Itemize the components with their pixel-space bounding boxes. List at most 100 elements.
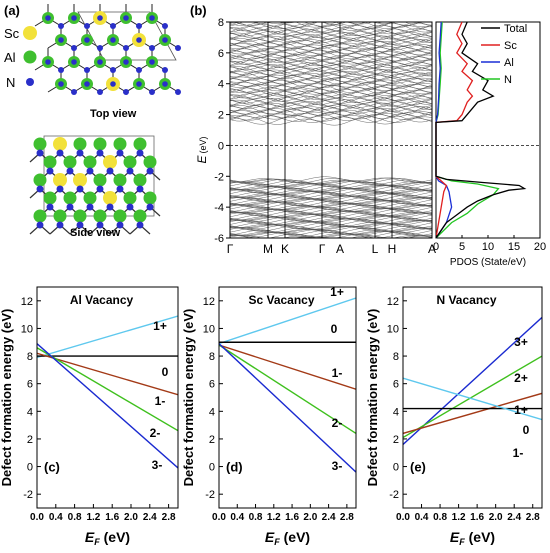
y-tick-label: 12 bbox=[387, 296, 399, 308]
charge-state-1--line bbox=[403, 377, 542, 421]
band-line bbox=[230, 65, 432, 77]
charge-state-2+-line bbox=[403, 355, 542, 439]
pdos-x-axis-label: PDOS (State/eV) bbox=[450, 257, 526, 268]
n-atom bbox=[110, 37, 116, 43]
charge-state-label: 1- bbox=[155, 394, 166, 408]
band-line bbox=[230, 70, 432, 81]
top-view-caption: Top view bbox=[90, 108, 137, 120]
al-atom bbox=[73, 209, 87, 223]
charge-state-label: 1- bbox=[513, 446, 524, 460]
energy-unit: (eV) bbox=[198, 136, 208, 153]
band-line bbox=[230, 223, 432, 230]
band-line bbox=[230, 42, 432, 53]
fermi-energy-subscript: F bbox=[459, 537, 465, 547]
band-line bbox=[230, 226, 432, 233]
band-line bbox=[230, 27, 432, 39]
band-line bbox=[230, 180, 432, 187]
band-line bbox=[230, 79, 432, 90]
band-line bbox=[230, 188, 432, 195]
n-atom bbox=[162, 23, 168, 29]
n-atom bbox=[97, 89, 103, 95]
band-line bbox=[230, 105, 432, 116]
charge-state-label: 3- bbox=[332, 459, 343, 473]
y-tick-label: 0 bbox=[209, 462, 215, 474]
k-point-label: M bbox=[263, 242, 273, 256]
panel-title: Sc Vacancy bbox=[248, 293, 314, 307]
n-atom bbox=[84, 67, 90, 73]
al-atom bbox=[63, 191, 77, 205]
y-tick-label: 4 bbox=[209, 406, 215, 418]
k-point-label: H bbox=[388, 242, 397, 256]
fermi-energy-symbol: E bbox=[265, 529, 275, 545]
charge-state-2--line bbox=[37, 347, 178, 432]
x-tick-label: 2.4 bbox=[507, 512, 521, 523]
y-axis-label: Defect formation energy (eV) bbox=[181, 309, 196, 487]
al-atom bbox=[33, 173, 47, 187]
fermi-energy-subscript: F bbox=[274, 537, 280, 547]
x-tick-label: 0.4 bbox=[49, 512, 63, 523]
n-atom bbox=[76, 221, 84, 229]
n-atom bbox=[110, 23, 116, 29]
al-atom bbox=[83, 191, 97, 205]
pdos-al-line bbox=[435, 21, 453, 239]
charge-state-label: 2- bbox=[332, 416, 343, 430]
band-line bbox=[230, 81, 432, 91]
n-atom bbox=[106, 203, 114, 211]
x-tick-label: 2.0 bbox=[303, 512, 317, 523]
k-point-label: Γ bbox=[227, 242, 234, 256]
n-atom bbox=[136, 67, 142, 73]
band-line bbox=[230, 58, 432, 70]
band-line bbox=[230, 111, 432, 121]
n-atom bbox=[58, 23, 64, 29]
panel-title: N Vacancy bbox=[436, 293, 496, 307]
al-atom-legend-icon bbox=[23, 50, 37, 64]
fermi-energy-unit: (eV) bbox=[465, 529, 495, 545]
y-tick-label: 0 bbox=[218, 140, 224, 152]
charge-state-label: 1+ bbox=[330, 285, 344, 299]
n-atom bbox=[45, 15, 51, 21]
x-tick-label: 0.4 bbox=[230, 512, 244, 523]
pdos-n-line bbox=[435, 21, 500, 239]
k-point-label: K bbox=[281, 242, 289, 256]
y-tick-label: -2 bbox=[205, 489, 215, 501]
legend-n-label: N bbox=[6, 75, 15, 90]
band-line bbox=[230, 49, 432, 60]
n-atom bbox=[116, 149, 124, 157]
band-line bbox=[230, 28, 432, 40]
band-y-axis-label: E (eV) bbox=[195, 136, 209, 163]
band-line bbox=[230, 218, 432, 224]
band-line bbox=[230, 83, 432, 94]
pdos-x-tick-label: 15 bbox=[508, 241, 520, 253]
band-line bbox=[230, 95, 432, 107]
y-tick-label: 2 bbox=[218, 110, 224, 122]
energy-symbol: E bbox=[195, 155, 209, 164]
band-line bbox=[230, 210, 432, 217]
band-plot-frame bbox=[229, 21, 433, 239]
y-axis-label: Defect formation energy (eV) bbox=[365, 309, 380, 487]
charge-state-1--line bbox=[219, 344, 356, 390]
y-tick-label: -2 bbox=[23, 489, 33, 501]
pdos-legend-label: Sc bbox=[504, 40, 517, 52]
n-atom bbox=[136, 81, 142, 87]
n-atom bbox=[123, 89, 129, 95]
n-atom bbox=[162, 81, 168, 87]
y-tick-label: 2 bbox=[393, 434, 399, 446]
band-line bbox=[230, 87, 432, 99]
al-atom bbox=[93, 137, 107, 151]
band-line bbox=[230, 51, 432, 62]
band-line bbox=[230, 99, 432, 110]
y-tick-label: 6 bbox=[27, 379, 33, 391]
band-line bbox=[230, 113, 432, 123]
y-tick-label: 12 bbox=[203, 296, 215, 308]
band-line bbox=[230, 221, 432, 228]
y-tick-label: 0 bbox=[393, 462, 399, 474]
band-lines bbox=[230, 22, 432, 238]
n-atom bbox=[149, 89, 155, 95]
k-point-label: A bbox=[428, 242, 436, 256]
fermi-energy-unit: (eV) bbox=[280, 529, 310, 545]
y-axis-label: Defect formation energy (eV) bbox=[0, 309, 14, 487]
n-atom bbox=[36, 221, 44, 229]
band-line bbox=[230, 76, 432, 86]
pdos-legend-label: N bbox=[504, 74, 512, 86]
n-atom bbox=[110, 81, 116, 87]
